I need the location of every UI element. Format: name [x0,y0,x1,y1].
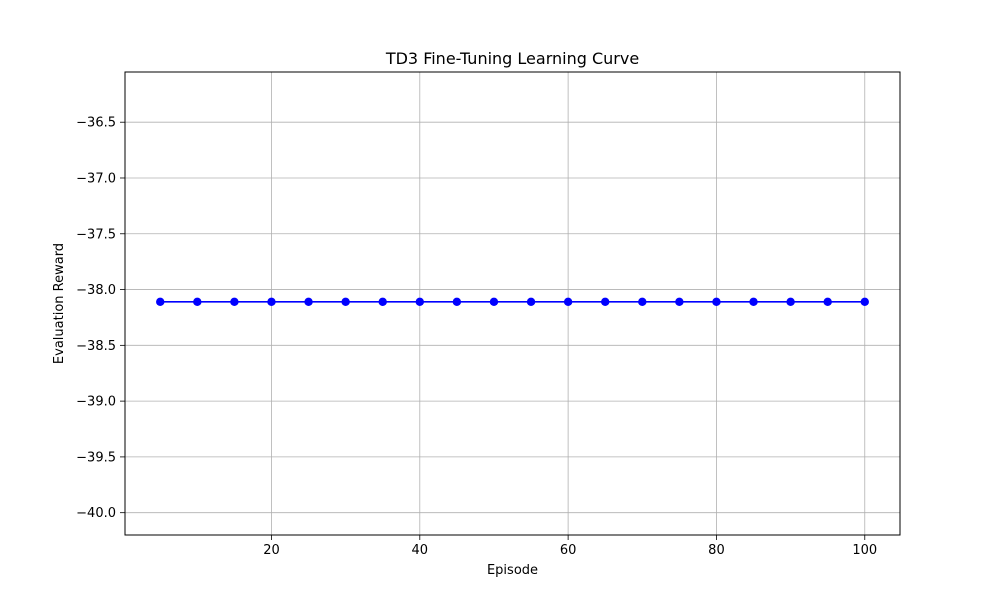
y-tick-label: −40.0 [76,506,116,521]
y-tick-label: −36.5 [76,116,116,131]
data-point [415,297,424,307]
data-point [156,297,165,307]
data-point [526,297,536,307]
data-point [563,297,573,307]
data-point [823,297,832,307]
data-point [749,297,758,307]
x-tick-label: 20 [263,543,280,558]
data-point [675,297,684,307]
y-tick-label: −38.5 [76,339,116,354]
data-point [193,297,202,307]
y-tick-label: −37.0 [76,171,116,186]
data-point [638,297,647,307]
data-point [267,297,276,307]
data-point [489,297,499,307]
x-tick-label: 60 [560,543,577,558]
tick-layer: 20 40 60 80 100 −40.0 −39.5 −39.0 −38.5 −38.0 −37.… [76,116,877,558]
data-point [304,297,313,307]
data-point [452,297,462,307]
data-point [378,297,387,307]
series-layer [156,297,869,307]
y-tick-label: −39.0 [76,395,116,410]
plot-frame [124,71,901,536]
x-tick-label: 80 [708,543,725,558]
x-tick-label: 100 [852,543,877,558]
chart-title: TD3 Fine-Tuning Learning Curve [385,49,639,68]
x-axis-label: Episode [487,563,538,578]
x-tick-label: 40 [412,543,429,558]
data-point [860,297,869,307]
y-tick-label: −37.5 [76,227,116,242]
y-tick-label: −38.0 [76,283,116,298]
data-point [712,297,721,307]
y-axis-label: Evaluation Reward [52,243,67,364]
plot-area [125,72,900,535]
data-point [341,297,350,307]
y-tick-label: −39.5 [76,450,116,465]
data-point [601,297,610,307]
data-point [230,297,239,307]
data-point [786,297,795,307]
